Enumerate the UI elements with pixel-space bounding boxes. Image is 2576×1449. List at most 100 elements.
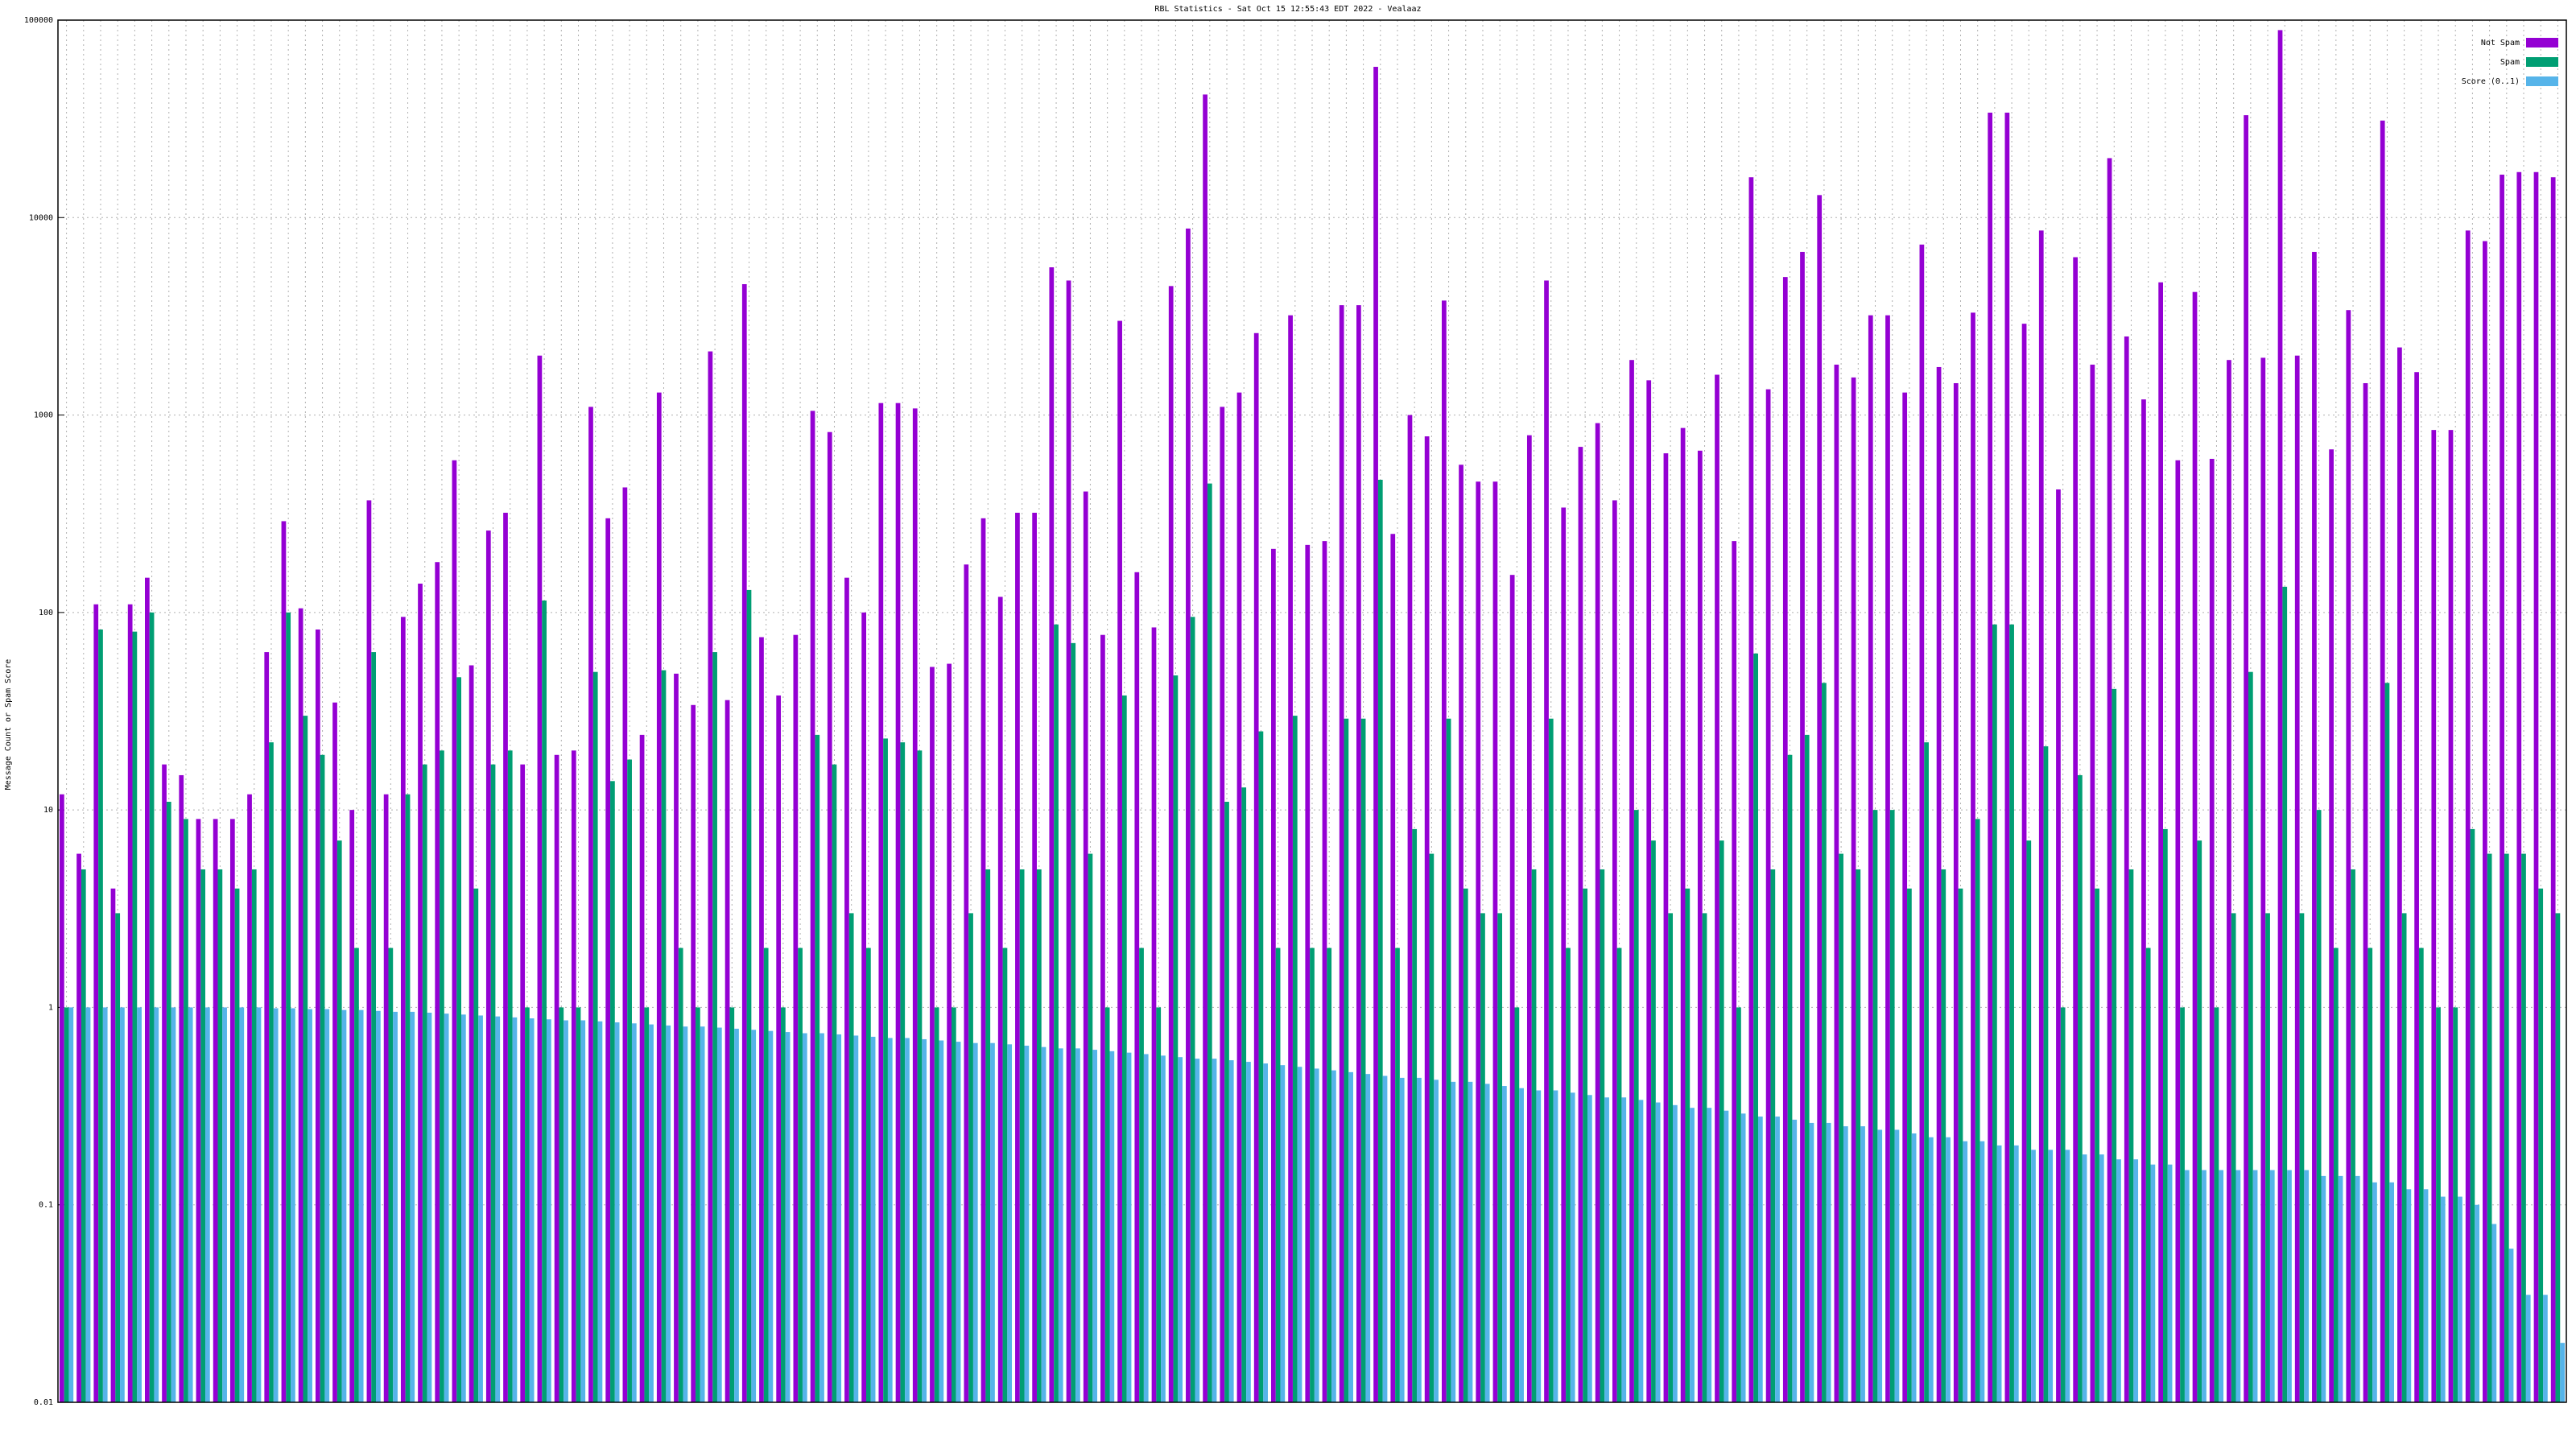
bar: [729, 1007, 735, 1402]
bar: [1220, 407, 1225, 1402]
bar: [1151, 627, 1157, 1402]
bar: [2219, 1170, 2224, 1402]
bar: [564, 1020, 568, 1402]
bar: [712, 652, 717, 1402]
bar: [2533, 171, 2539, 1402]
bar: [1570, 1092, 1575, 1402]
bar: [1263, 1063, 1268, 1402]
bar: [485, 530, 491, 1403]
bar: [166, 801, 171, 1402]
bar: [1941, 869, 1946, 1402]
bar: [964, 564, 969, 1402]
bar: [2124, 336, 2129, 1403]
bar: [1839, 853, 1843, 1402]
y-axis-label: Message Count or Spam Score: [4, 659, 13, 791]
bar: [1356, 305, 1361, 1402]
bar: [2543, 1294, 2548, 1402]
bar: [1877, 1129, 1883, 1402]
bar: [1996, 1145, 2002, 1402]
bar: [2078, 774, 2083, 1402]
bar: [1041, 1046, 1046, 1402]
bar: [1736, 1007, 1741, 1402]
bar: [137, 1007, 142, 1402]
bar: [2244, 115, 2248, 1402]
bar: [1331, 1070, 1336, 1402]
bar: [554, 754, 559, 1402]
bar: [810, 411, 815, 1402]
bar: [354, 947, 359, 1402]
bar: [507, 750, 513, 1402]
bar: [1459, 464, 1463, 1402]
bar: [1288, 315, 1293, 1403]
bar: [1638, 1100, 1644, 1402]
bar: [2312, 251, 2317, 1403]
bar: [2363, 382, 2368, 1402]
bar: [674, 673, 679, 1402]
bar: [2112, 688, 2117, 1402]
bar: [388, 947, 394, 1402]
bar: [610, 781, 615, 1402]
bar: [1748, 177, 1754, 1402]
bar: [93, 604, 99, 1402]
bar: [85, 1007, 91, 1402]
bar: [1036, 869, 1042, 1402]
bar: [639, 734, 645, 1402]
bar: [542, 600, 547, 1402]
bar: [1651, 840, 1656, 1402]
bar: [2107, 158, 2112, 1402]
bar: [1702, 913, 1707, 1402]
bar: [110, 888, 116, 1402]
bar: [1088, 853, 1093, 1402]
y-tick-label: 10: [43, 806, 53, 815]
bar: [427, 1013, 432, 1402]
bar: [2401, 913, 2407, 1402]
bar: [661, 670, 667, 1402]
bar: [422, 764, 427, 1402]
bar: [1236, 392, 1242, 1402]
bar: [1629, 360, 1634, 1402]
bar: [2038, 230, 2044, 1402]
bar: [1168, 286, 1174, 1403]
bar: [2235, 1170, 2241, 1402]
bar: [2192, 291, 2198, 1403]
y-tick-label: 100: [39, 609, 53, 617]
bar: [1071, 642, 1076, 1402]
bar: [205, 1007, 210, 1402]
bar: [1732, 541, 1737, 1402]
bar: [1339, 305, 1344, 1402]
bar: [64, 1007, 69, 1402]
bar: [1344, 718, 1349, 1402]
bar: [2095, 888, 2099, 1402]
bar: [102, 1007, 108, 1402]
bar: [171, 1007, 176, 1402]
bar: [2167, 1164, 2173, 1402]
bar: [303, 716, 308, 1402]
bar: [2414, 372, 2419, 1403]
bar: [1595, 423, 1600, 1403]
bar: [1161, 1055, 1166, 1402]
bar: [1544, 280, 1549, 1403]
bar: [1092, 1050, 1098, 1402]
bar: [734, 1028, 739, 1402]
bar: [127, 604, 133, 1402]
bar: [376, 1010, 381, 1402]
bar: [1424, 436, 1430, 1402]
bar: [2060, 1007, 2066, 1402]
bar: [332, 702, 337, 1402]
bar: [2406, 1189, 2412, 1402]
bar: [917, 750, 923, 1402]
bar: [251, 869, 257, 1402]
bar: [1399, 1077, 1405, 1402]
bar: [2384, 683, 2390, 1402]
bar: [1868, 315, 1873, 1403]
bar: [2004, 112, 2010, 1403]
bar: [2048, 1150, 2054, 1402]
bar: [1143, 1054, 1149, 1402]
bar: [2321, 1175, 2326, 1402]
bar: [853, 1035, 859, 1402]
bar: [2184, 1170, 2190, 1402]
bar: [1395, 947, 1400, 1402]
bar: [985, 869, 991, 1402]
